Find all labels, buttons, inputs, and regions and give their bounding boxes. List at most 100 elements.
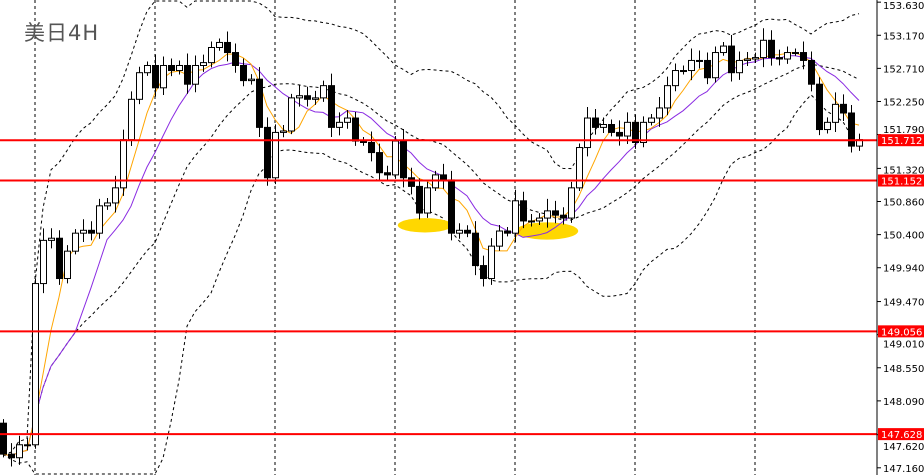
candle-body — [176, 64, 183, 72]
candle — [584, 107, 591, 157]
candle — [560, 207, 567, 225]
candle — [72, 229, 79, 255]
candle-body — [160, 64, 167, 89]
candle — [608, 119, 615, 137]
candle-body — [104, 202, 111, 207]
candle — [280, 124, 287, 138]
candle — [8, 443, 15, 467]
chart-title: 美日4H — [24, 21, 100, 45]
candle — [48, 228, 55, 249]
candle-body — [832, 103, 839, 123]
candle-body — [736, 59, 743, 74]
candle — [128, 91, 135, 147]
candle — [296, 84, 303, 107]
candle — [288, 93, 295, 135]
candle-body — [752, 57, 759, 60]
candle-body — [448, 179, 455, 234]
candle-body — [472, 232, 479, 267]
candle — [776, 49, 783, 66]
candle-body — [568, 187, 575, 219]
candle-body — [184, 64, 191, 85]
candle-body — [616, 131, 623, 137]
candle — [712, 46, 719, 83]
y-tick-label: 149.470 — [883, 298, 924, 309]
y-tick-label: 153.170 — [883, 31, 924, 42]
candle-body — [128, 98, 135, 141]
candle-body — [672, 70, 679, 87]
candle-body — [40, 239, 47, 285]
candle-body — [336, 121, 343, 128]
candle-body — [488, 245, 495, 280]
candle-body — [168, 64, 175, 72]
slow-ma-line — [2, 55, 860, 457]
level-price-label: 151.152 — [881, 177, 922, 188]
candle — [152, 54, 159, 97]
candle — [368, 131, 375, 162]
candle — [520, 191, 527, 229]
candle — [672, 63, 679, 92]
candle-body — [248, 78, 255, 82]
candle-body — [816, 83, 823, 131]
candle — [504, 227, 511, 237]
candle — [616, 120, 623, 146]
candle — [24, 437, 31, 451]
candle — [784, 46, 791, 64]
candle-body — [264, 126, 271, 179]
candle-body — [0, 422, 7, 455]
candle-body — [704, 59, 711, 79]
candle-body — [600, 124, 607, 128]
level-price-label: 147.628 — [881, 430, 922, 441]
candle-body — [440, 174, 447, 181]
candle — [656, 96, 663, 127]
candle — [472, 221, 479, 276]
candle — [192, 55, 199, 93]
candle-body — [648, 117, 655, 123]
candle-body — [552, 210, 559, 216]
candle-body — [848, 112, 855, 147]
candle-body — [512, 200, 519, 234]
candle-body — [112, 187, 119, 204]
candle — [552, 200, 559, 224]
candle — [744, 52, 751, 67]
candle-body — [784, 52, 791, 60]
candle-body — [584, 117, 591, 149]
candle — [416, 178, 423, 220]
candle-body — [352, 117, 359, 142]
level-price-tag — [878, 134, 924, 147]
candle-body — [520, 200, 527, 222]
candle-body — [632, 121, 639, 144]
y-tick-label: 151.790 — [883, 125, 924, 136]
y-tick-label: 151.320 — [883, 166, 924, 177]
candle-body — [496, 230, 503, 247]
candle-body — [96, 205, 103, 234]
candle-body — [424, 187, 431, 214]
candle — [232, 43, 239, 73]
candle-body — [408, 177, 415, 187]
candle-body — [256, 78, 263, 128]
candle-body — [48, 237, 55, 241]
candle-body — [776, 57, 783, 60]
candle — [344, 110, 351, 129]
level-price-label: 149.056 — [881, 327, 922, 338]
candle-body — [200, 62, 207, 66]
candle-body — [320, 85, 327, 99]
candle — [488, 238, 495, 285]
candle — [480, 255, 487, 287]
candle-body — [8, 453, 15, 459]
candle — [0, 419, 7, 458]
candle-body — [64, 250, 71, 280]
candle — [528, 213, 535, 227]
candle — [496, 225, 503, 251]
candle-body — [80, 229, 87, 234]
candle-body — [304, 95, 311, 100]
candle — [80, 219, 87, 242]
candle-body — [624, 121, 631, 137]
candle — [464, 225, 471, 238]
candle-body — [240, 64, 247, 82]
candle — [328, 73, 335, 137]
y-tick-label: 149.010 — [883, 339, 924, 350]
candle — [456, 223, 463, 239]
candle-body — [296, 95, 303, 99]
candle-body — [712, 52, 719, 79]
